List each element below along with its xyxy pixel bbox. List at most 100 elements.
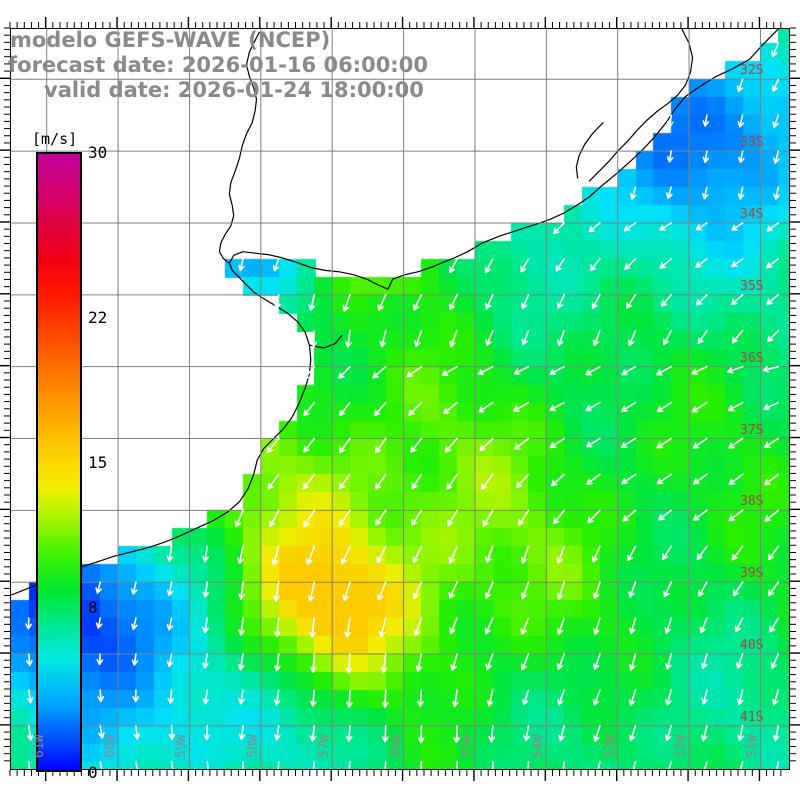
wind-barb <box>415 653 423 672</box>
wind-barb <box>417 725 425 744</box>
wind-barb <box>234 509 244 528</box>
wind-barb <box>656 401 672 413</box>
wind-barb <box>312 761 316 769</box>
wind-barb <box>348 761 351 769</box>
wind-barb <box>412 581 423 600</box>
colorbar-gradient <box>36 152 82 772</box>
wind-barb <box>765 258 780 269</box>
wind-barb <box>267 473 280 490</box>
wind-barb <box>589 258 601 272</box>
lon-label-58W: 58W <box>245 734 261 758</box>
wind-barb <box>698 581 708 597</box>
colorbar-legend: [m/s] 30 22 15 8 0 <box>26 130 136 782</box>
wind-barb <box>556 653 565 670</box>
wind-barb <box>520 653 530 671</box>
wind-barb <box>692 509 708 521</box>
wind-barb <box>96 653 104 666</box>
wind-barb <box>274 653 281 672</box>
wind-barb <box>338 509 351 527</box>
wind-barb <box>620 437 637 448</box>
wind-barb <box>308 294 316 311</box>
wind-barb <box>658 509 672 521</box>
wind-barb <box>659 258 672 269</box>
wind-barb <box>340 545 351 565</box>
wind-barb <box>339 437 351 454</box>
wind-barb <box>736 78 744 93</box>
wind-barb <box>380 653 388 674</box>
wind-barb <box>485 294 494 310</box>
lat-label-32S: 32S <box>740 63 764 79</box>
wind-barb <box>701 689 708 705</box>
wind-barb <box>769 617 780 633</box>
wind-barb <box>303 509 316 528</box>
wind-barb <box>379 329 387 348</box>
wind-barb <box>95 581 102 594</box>
lon-label-56W: 56W <box>388 734 404 758</box>
wind-barb <box>766 222 780 232</box>
colorbar-tick-15: 15 <box>88 453 108 472</box>
coastline-segment-0 <box>11 29 779 596</box>
wind-barb <box>307 581 316 602</box>
wind-barb <box>374 437 387 454</box>
wind-barb <box>737 186 745 200</box>
wind-barb <box>26 689 34 704</box>
wind-barb <box>98 725 105 739</box>
wind-barb <box>737 114 745 128</box>
wind-barb <box>768 581 780 597</box>
wind-barb <box>776 761 780 769</box>
wind-barb <box>731 222 744 231</box>
coastline-segment-4 <box>309 334 343 349</box>
lon-label-61W: 61W <box>31 734 47 758</box>
wind-barb <box>773 186 780 200</box>
wind-barb <box>772 725 780 742</box>
lat-label-33S: 33S <box>740 135 764 151</box>
wind-barb <box>695 294 708 306</box>
wind-barb <box>727 401 744 412</box>
wind-barb <box>737 725 744 741</box>
wind-barb <box>521 294 530 310</box>
wind-barb <box>659 222 672 231</box>
wind-barb <box>447 509 458 527</box>
wind-barb <box>485 653 494 671</box>
wind-barb <box>727 365 744 374</box>
lat-label-41S: 41S <box>740 709 764 725</box>
lat-label-36S: 36S <box>740 350 764 366</box>
wind-barb <box>738 150 745 164</box>
wind-barb <box>551 473 565 487</box>
lon-label-57W: 57W <box>317 734 333 758</box>
wind-barb <box>556 617 565 635</box>
wind-barb <box>772 689 780 706</box>
wind-barb <box>513 401 530 412</box>
wind-barb <box>665 689 672 706</box>
lon-label-53W: 53W <box>602 734 618 758</box>
wind-barb <box>406 365 423 378</box>
wind-barb <box>588 222 601 233</box>
wind-barb <box>202 689 210 705</box>
wind-barb <box>592 329 601 347</box>
wind-barb <box>131 653 139 666</box>
wind-barb <box>585 365 601 376</box>
wind-barb <box>238 617 245 636</box>
wind-barb <box>666 186 673 199</box>
wind-barb <box>553 222 565 235</box>
wind-barb <box>520 581 530 600</box>
lat-label-35S: 35S <box>740 278 764 294</box>
wind-barb <box>306 545 316 565</box>
wind-barb <box>309 725 317 742</box>
wind-barb <box>766 294 780 305</box>
wind-barb <box>372 365 387 379</box>
wind-barb <box>384 761 387 769</box>
coastline-segment-2 <box>588 29 694 182</box>
wind-barb <box>375 509 387 526</box>
wind-barb <box>412 545 423 564</box>
wind-barb <box>448 581 458 599</box>
wind-barb <box>345 329 352 348</box>
wind-barb <box>132 689 140 703</box>
wind-barb <box>339 401 351 417</box>
wind-barb <box>488 725 496 743</box>
wind-barb <box>310 329 318 348</box>
wind-barb <box>202 545 209 563</box>
wind-barb <box>238 689 245 705</box>
wind-barb <box>374 401 387 417</box>
wind-barb <box>516 473 530 488</box>
